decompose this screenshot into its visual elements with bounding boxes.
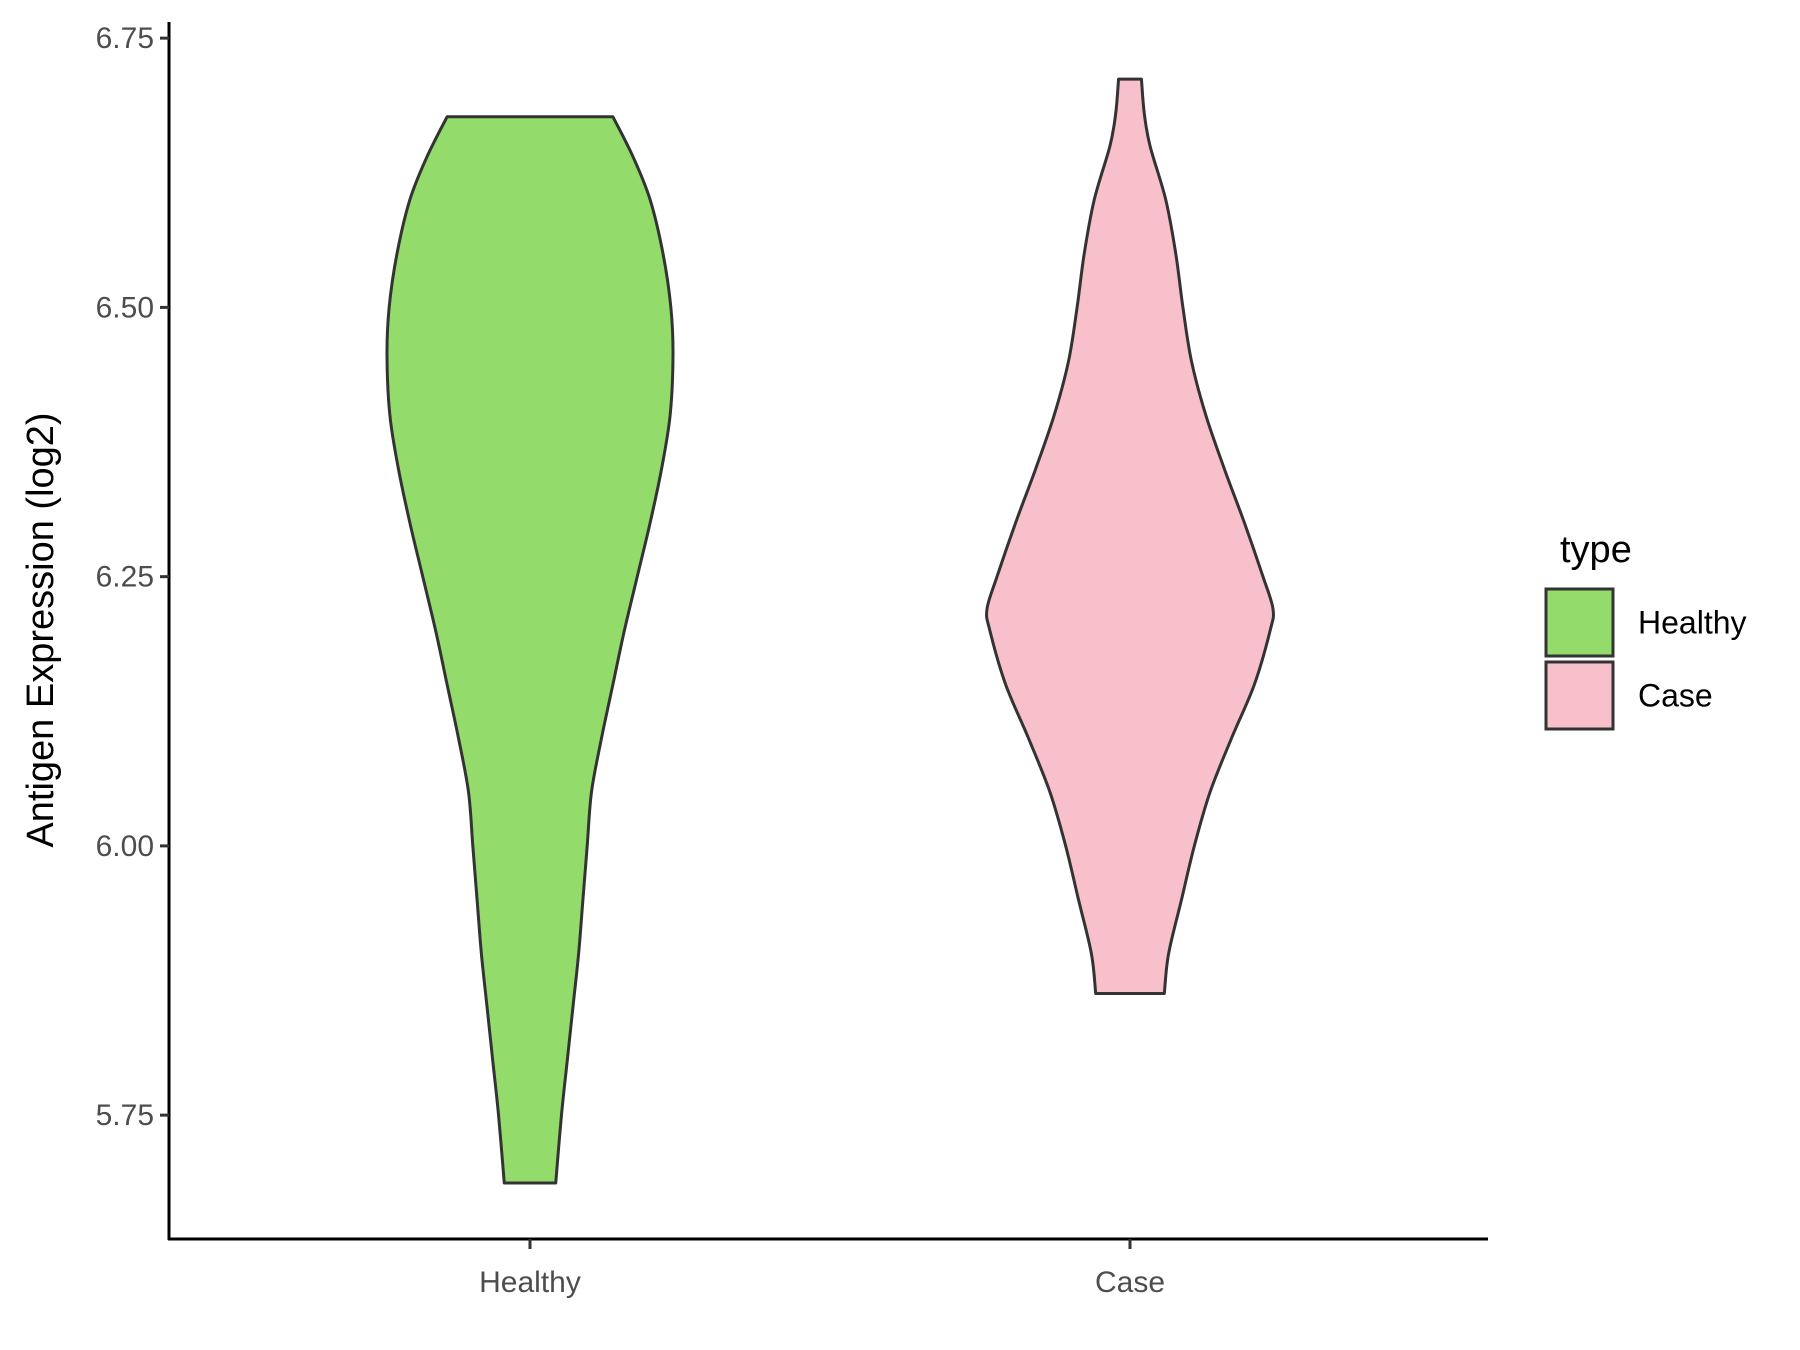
x-tick-label: Case [1095,1266,1165,1299]
y-tick-label: 6.25 [96,561,154,594]
y-axis-ticks: 5.75 6.00 6.25 6.50 6.75 [96,22,169,1132]
violin-healthy [385,115,675,1185]
violin-case [985,77,1275,995]
legend-title: type [1560,529,1632,571]
y-tick-label: 6.50 [96,291,154,324]
x-tick-label: Healthy [479,1266,581,1299]
legend-key-healthy [1544,587,1615,658]
y-tick-label: 5.75 [96,1099,154,1132]
y-tick-label: 6.75 [96,22,154,55]
legend-key-case [1544,660,1615,731]
violin-layer [385,77,1275,1185]
legend-label-healthy: Healthy [1638,605,1747,641]
legend: Healthy Case [1544,587,1747,731]
y-axis-title: Antigen Expression (log2) [20,412,62,847]
y-tick-label: 6.00 [96,830,154,863]
x-axis-ticks: Healthy Case [479,1239,1165,1299]
legend-label-case: Case [1638,678,1713,714]
